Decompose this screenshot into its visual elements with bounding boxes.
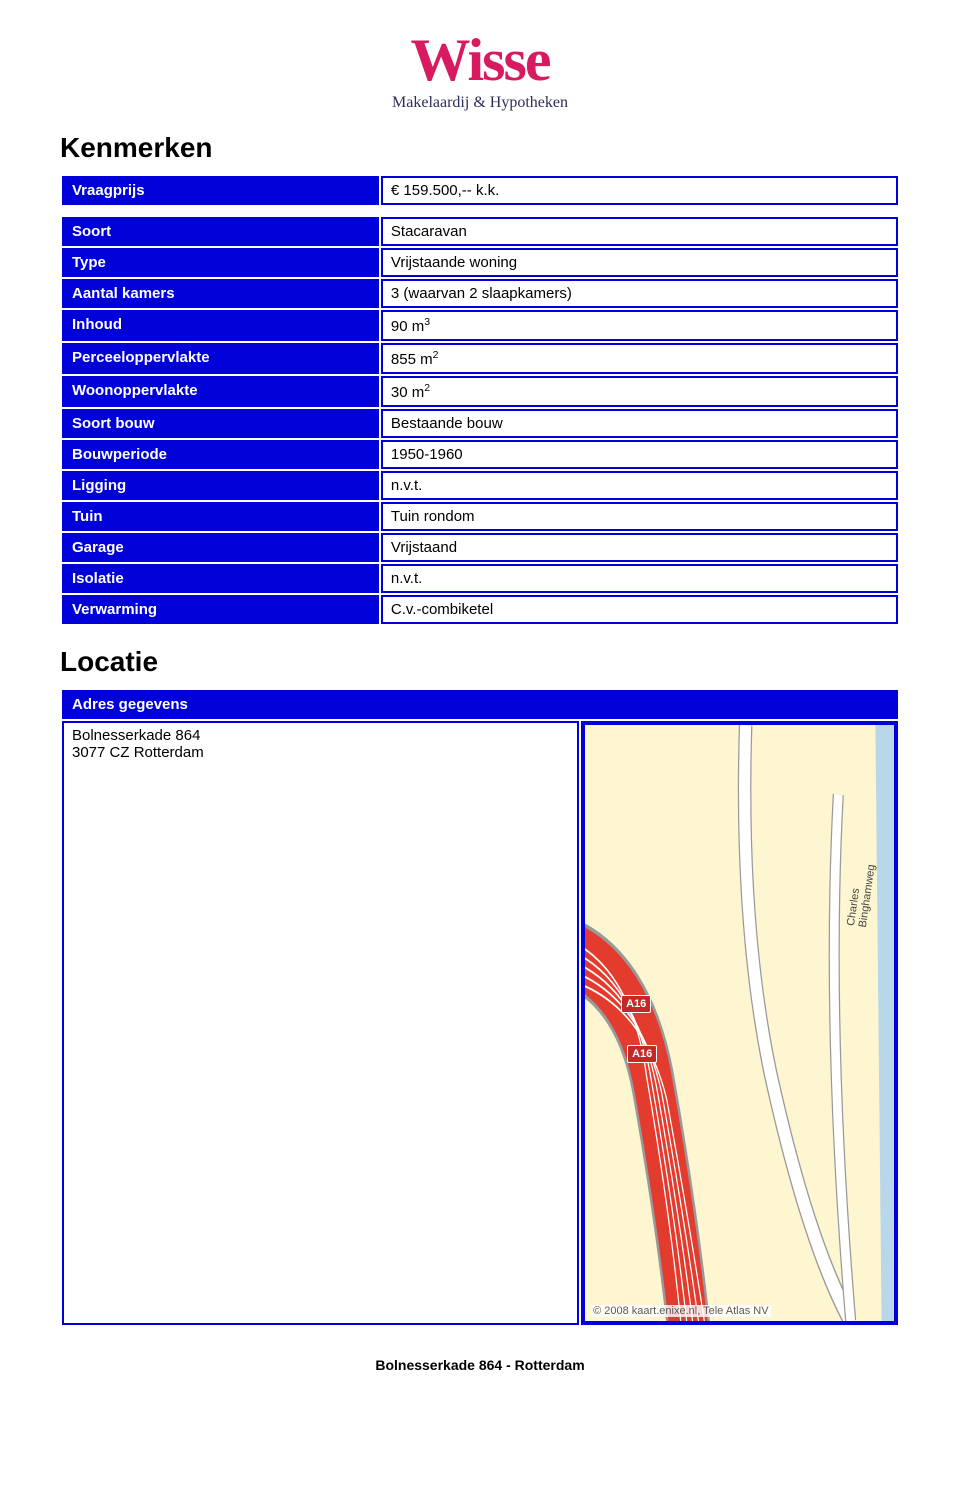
map-cell: A16 A16 Charles Binghamweg Bolnesserkade… (581, 721, 898, 1325)
row-value: n.v.t. (381, 471, 898, 500)
address-line2: 3077 CZ Rotterdam (72, 744, 204, 761)
row-value: n.v.t. (381, 564, 898, 593)
table-row: TypeVrijstaande woning (62, 248, 898, 277)
row-value: 855 m2 (381, 343, 898, 374)
table-row: Perceeloppervlakte855 m2 (62, 343, 898, 374)
price-label: Vraagprijs (62, 176, 379, 205)
row-value: 1950-1960 (381, 440, 898, 469)
row-value: Tuin rondom (381, 502, 898, 531)
row-label: Soort (62, 217, 379, 246)
map-copyright: © 2008 kaart.enixe.nl, Tele Atlas NV (591, 1305, 770, 1317)
row-label: Tuin (62, 502, 379, 531)
table-row: Bouwperiode1950-1960 (62, 440, 898, 469)
table-row: Isolatien.v.t. (62, 564, 898, 593)
row-label: Ligging (62, 471, 379, 500)
row-label: Perceeloppervlakte (62, 343, 379, 374)
logo-tagline: Makelaardij & Hypotheken (60, 94, 900, 112)
row-label: Soort bouw (62, 409, 379, 438)
price-value: € 159.500,-- k.k. (381, 176, 898, 205)
table-row: Aantal kamers3 (waarvan 2 slaapkamers) (62, 279, 898, 308)
row-value: Bestaande bouw (381, 409, 898, 438)
road-badge-2: A16 (627, 1045, 657, 1063)
map-container: A16 A16 Charles Binghamweg Bolnesserkade… (583, 723, 896, 1323)
footer-text: Bolnesserkade 864 - Rotterdam (60, 1357, 900, 1373)
row-value: Vrijstaand (381, 533, 898, 562)
row-value: Vrijstaande woning (381, 248, 898, 277)
table-row: Woonoppervlakte30 m2 (62, 376, 898, 407)
row-label: Type (62, 248, 379, 277)
row-value: 3 (waarvan 2 slaapkamers) (381, 279, 898, 308)
row-label: Isolatie (62, 564, 379, 593)
row-label: Aantal kamers (62, 279, 379, 308)
address-cell: Bolnesserkade 864 3077 CZ Rotterdam (62, 721, 579, 1325)
table-row: VerwarmingC.v.-combiketel (62, 595, 898, 624)
row-value: 90 m3 (381, 310, 898, 341)
row-label: Bouwperiode (62, 440, 379, 469)
locatie-heading: Locatie (60, 646, 900, 678)
table-row: GarageVrijstaand (62, 533, 898, 562)
row-label: Inhoud (62, 310, 379, 341)
table-row: TuinTuin rondom (62, 502, 898, 531)
table-row: SoortStacaravan (62, 217, 898, 246)
row-label: Garage (62, 533, 379, 562)
row-value: 30 m2 (381, 376, 898, 407)
row-label: Woonoppervlakte (62, 376, 379, 407)
kenmerken-heading: Kenmerken (60, 132, 900, 164)
kenmerken-table: Vraagprijs € 159.500,-- k.k. SoortStacar… (60, 174, 900, 626)
row-value: Stacaravan (381, 217, 898, 246)
logo-block: Wisse Makelaardij & Hypotheken (60, 30, 900, 112)
row-value: C.v.-combiketel (381, 595, 898, 624)
address-line1: Bolnesserkade 864 (72, 727, 200, 744)
map-svg (585, 725, 894, 1321)
adres-header: Adres gegevens (62, 690, 898, 719)
table-row: Liggingn.v.t. (62, 471, 898, 500)
price-row: Vraagprijs € 159.500,-- k.k. (62, 176, 898, 205)
locatie-table: Adres gegevens Bolnesserkade 864 3077 CZ… (60, 688, 900, 1327)
row-label: Verwarming (62, 595, 379, 624)
table-row: Inhoud90 m3 (62, 310, 898, 341)
logo-name: Wisse (60, 30, 900, 90)
table-row: Soort bouwBestaande bouw (62, 409, 898, 438)
road-badge-1: A16 (621, 995, 651, 1013)
